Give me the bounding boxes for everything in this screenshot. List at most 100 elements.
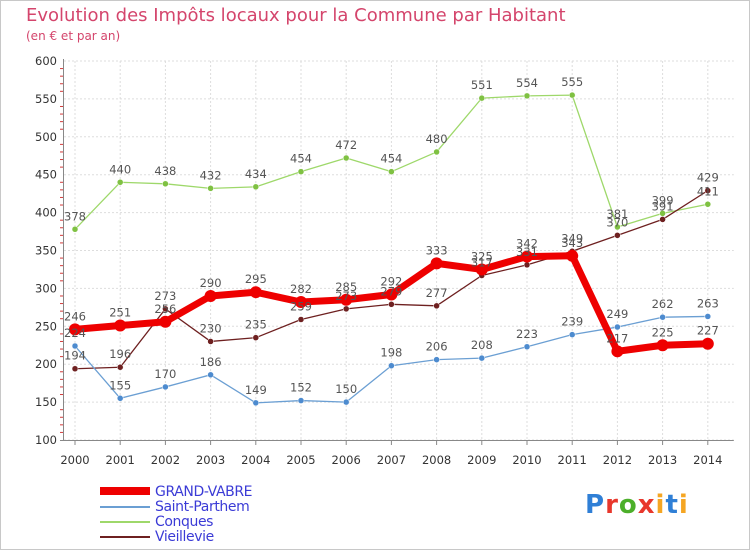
data-label-vieillevie: 370: [606, 215, 628, 229]
data-label-conques: 434: [245, 167, 267, 181]
data-label-saint-parthem: 239: [561, 315, 583, 329]
data-label-saint-parthem: 198: [380, 346, 402, 360]
data-label-saint-parthem: 223: [516, 327, 538, 341]
data-label-grand-vabre: 246: [64, 309, 86, 323]
y-tick-label: 550: [35, 92, 57, 106]
legend-label-grand-vabre: GRAND-VABRE: [155, 484, 253, 500]
y-tick-label: 250: [35, 319, 57, 333]
y-tick-label: 600: [35, 54, 57, 68]
data-label-conques: 555: [561, 75, 583, 89]
data-label-vieillevie: 349: [561, 231, 583, 245]
data-label-grand-vabre: 282: [290, 282, 312, 296]
point-saint-parthem: [162, 383, 169, 391]
point-saint-parthem: [704, 313, 712, 320]
point-grand-vabre: [159, 315, 172, 328]
logo-letter: i: [678, 490, 689, 520]
data-label-saint-parthem: 170: [154, 367, 176, 381]
x-tick-label: 2000: [60, 453, 89, 467]
data-label-saint-parthem: 263: [697, 296, 719, 310]
legend-swatch-vieillevie: [100, 536, 150, 538]
point-vieillevie: [207, 338, 214, 345]
point-vieillevie: [252, 334, 260, 341]
y-tick-label: 400: [35, 206, 57, 220]
data-label-vieillevie: 317: [471, 256, 493, 270]
legend-swatch-conques: [100, 521, 150, 523]
point-grand-vabre: [204, 289, 217, 302]
point-saint-parthem: [388, 362, 395, 369]
point-conques: [297, 168, 305, 175]
logo-letter: o: [618, 490, 638, 520]
point-grand-vabre: [430, 257, 443, 270]
data-label-vieillevie: 279: [380, 284, 402, 298]
logo-letter: r: [605, 490, 619, 520]
y-tick-label: 350: [35, 244, 57, 258]
chart-subtitle: (en € et par an): [26, 29, 121, 43]
data-label-grand-vabre: 290: [200, 276, 222, 290]
point-grand-vabre: [521, 250, 533, 263]
data-label-vieillevie: 235: [245, 318, 267, 332]
data-label-saint-parthem: 206: [426, 340, 448, 354]
point-saint-parthem: [71, 342, 79, 350]
data-label-vieillevie: 429: [697, 171, 719, 185]
data-label-grand-vabre: 292: [380, 274, 402, 288]
point-conques: [207, 185, 214, 192]
data-label-conques: 454: [290, 152, 312, 166]
data-label-conques: 554: [516, 76, 538, 90]
point-conques: [162, 180, 169, 188]
point-grand-vabre: [69, 323, 81, 336]
data-label-vieillevie: 273: [154, 289, 176, 303]
data-label-grand-vabre: 227: [697, 324, 719, 338]
point-conques: [704, 201, 712, 208]
data-label-saint-parthem: 149: [245, 383, 267, 397]
point-conques: [523, 92, 531, 100]
data-label-vieillevie: 391: [652, 199, 674, 213]
point-saint-parthem: [433, 356, 440, 363]
point-conques: [614, 223, 621, 231]
logo-letter: x: [637, 490, 656, 520]
y-tick-label: 150: [35, 395, 57, 409]
x-tick-label: 2001: [106, 453, 135, 467]
point-saint-parthem: [568, 331, 576, 338]
series-lines: [69, 91, 714, 407]
data-label-conques: 480: [426, 132, 448, 146]
x-tick-label: 2003: [196, 453, 225, 467]
axes: 100 150 200 250 300 350 400 450 500 550 600 2000 200…: [35, 54, 734, 467]
x-tick-label: 2006: [332, 453, 361, 467]
point-vieillevie: [342, 305, 350, 313]
data-label-vieillevie: 196: [109, 347, 131, 361]
point-vieillevie: [162, 305, 169, 313]
point-vieillevie: [614, 232, 621, 239]
point-saint-parthem: [116, 395, 124, 402]
point-conques: [342, 154, 350, 162]
data-label-vieillevie: 277: [426, 286, 448, 300]
data-label-saint-parthem: 186: [200, 355, 222, 369]
x-tick-label: 2013: [648, 453, 677, 467]
y-tick-label: 500: [35, 130, 57, 144]
point-vieillevie: [297, 316, 305, 323]
legend-swatch-grand-vabre: [100, 487, 150, 495]
data-label-conques: 440: [109, 162, 131, 176]
data-label-saint-parthem: 249: [606, 307, 628, 321]
logo-letter: P: [585, 490, 606, 520]
point-saint-parthem: [614, 323, 621, 331]
point-conques: [433, 148, 440, 156]
x-tick-label: 2007: [377, 453, 406, 467]
point-conques: [478, 94, 486, 102]
point-conques: [71, 226, 79, 233]
data-label-grand-vabre: 256: [154, 302, 176, 316]
x-tick-label: 2004: [241, 453, 270, 467]
data-label-grand-vabre: 343: [561, 236, 583, 250]
data-label-conques: 454: [380, 152, 402, 166]
chart-title: Evolution des Impôts locaux pour la Comm…: [26, 5, 566, 26]
data-label-conques: 551: [471, 78, 493, 92]
logo-letter: i: [655, 490, 666, 520]
data-label-vieillevie: 230: [200, 321, 222, 335]
data-label-conques: 378: [64, 209, 86, 223]
data-label-conques: 399: [652, 193, 674, 207]
data-label-vieillevie: 259: [290, 299, 312, 313]
point-conques: [116, 179, 124, 186]
y-tick-label: 450: [35, 168, 57, 182]
data-label-conques: 432: [200, 168, 222, 182]
data-label-saint-parthem: 262: [652, 297, 674, 311]
